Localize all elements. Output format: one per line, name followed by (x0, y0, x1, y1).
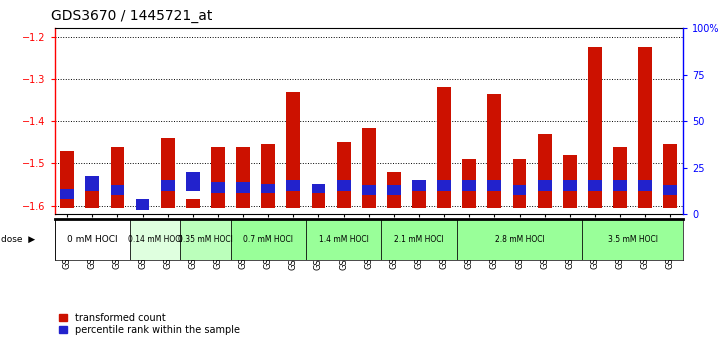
Bar (336, 142, 350, 208)
Bar (513, 185, 526, 195)
Bar (462, 159, 476, 208)
Bar (438, 181, 451, 191)
Bar (60, 189, 74, 199)
Bar (60, 151, 74, 208)
Bar (55, 219, 130, 260)
Bar (638, 47, 652, 208)
Bar (211, 183, 225, 193)
Text: 2.1 mM HOCl: 2.1 mM HOCl (394, 235, 444, 244)
Legend: transformed count, percentile rank within the sample: transformed count, percentile rank withi… (60, 313, 240, 335)
Bar (462, 181, 476, 191)
Bar (488, 94, 502, 208)
Bar (387, 172, 401, 208)
Bar (613, 147, 627, 208)
Bar (563, 155, 577, 208)
Bar (663, 185, 677, 195)
Bar (261, 144, 275, 208)
Bar (236, 183, 250, 193)
Bar (181, 219, 231, 260)
Bar (306, 219, 381, 260)
Bar (312, 184, 325, 193)
Bar (111, 147, 124, 208)
Bar (381, 219, 456, 260)
Bar (286, 181, 300, 191)
Bar (588, 181, 602, 191)
Bar (412, 181, 426, 191)
Bar (211, 147, 225, 208)
Bar (261, 184, 275, 193)
Bar (135, 199, 149, 210)
Bar (362, 127, 376, 208)
Bar (538, 134, 552, 208)
Bar (563, 181, 577, 191)
Bar (85, 176, 99, 208)
Text: 0.35 mM HOCl: 0.35 mM HOCl (178, 235, 233, 244)
Bar (186, 172, 199, 191)
Text: GDS3670 / 1445721_at: GDS3670 / 1445721_at (51, 9, 213, 23)
Bar (111, 184, 124, 195)
Bar (236, 147, 250, 208)
Bar (456, 219, 582, 260)
Text: 3.5 mM HOCl: 3.5 mM HOCl (608, 235, 657, 244)
Bar (135, 204, 149, 208)
Bar (588, 47, 602, 208)
Bar (336, 181, 350, 191)
Bar (312, 191, 325, 208)
Text: dose  ▶: dose ▶ (1, 235, 35, 244)
Bar (231, 219, 306, 260)
Text: 0.7 mM HOCl: 0.7 mM HOCl (243, 235, 293, 244)
Bar (161, 138, 175, 208)
Bar (412, 184, 426, 208)
Text: 0 mM HOCl: 0 mM HOCl (67, 235, 118, 244)
Text: 2.8 mM HOCl: 2.8 mM HOCl (494, 235, 545, 244)
Bar (85, 176, 99, 191)
Bar (538, 181, 552, 191)
Bar (161, 181, 175, 191)
Bar (438, 87, 451, 208)
Text: 0.14 mM HOCl: 0.14 mM HOCl (127, 235, 183, 244)
Bar (186, 199, 199, 208)
Bar (638, 181, 652, 191)
Bar (513, 159, 526, 208)
Bar (362, 185, 376, 195)
Text: 1.4 mM HOCl: 1.4 mM HOCl (319, 235, 368, 244)
Bar (286, 92, 300, 208)
Bar (130, 219, 181, 260)
Bar (488, 181, 502, 191)
Bar (387, 185, 401, 195)
Bar (582, 219, 683, 260)
Bar (663, 144, 677, 208)
Bar (613, 181, 627, 191)
